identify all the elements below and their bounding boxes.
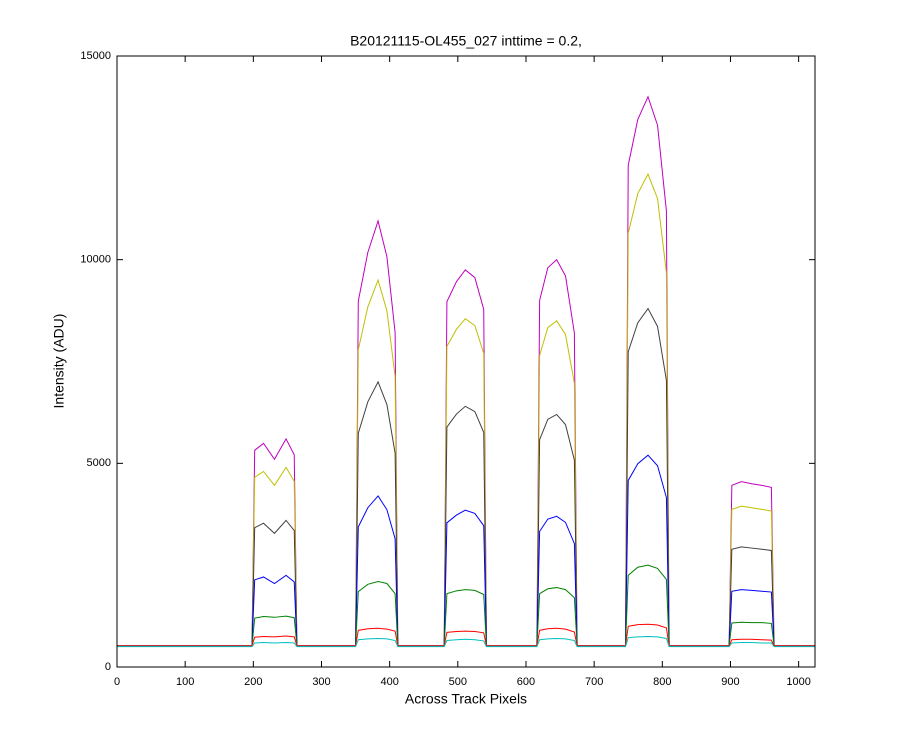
y-tick-label: 15000 — [80, 50, 111, 62]
y-tick-label: 10000 — [80, 254, 111, 266]
x-axis-label: Across Track Pixels — [405, 691, 527, 707]
x-tick-label: 400 — [380, 676, 398, 688]
x-tick-label: 700 — [585, 676, 603, 688]
x-tick-label: 100 — [176, 676, 194, 688]
data-line — [117, 635, 815, 648]
x-tick-label: 800 — [653, 676, 671, 688]
x-tick-label: 200 — [244, 676, 262, 688]
x-tick-label: 900 — [721, 676, 739, 688]
y-tick-label: 0 — [105, 661, 111, 673]
axes-box — [116, 55, 816, 668]
y-tick-label: 5000 — [87, 457, 111, 469]
chart-title: B20121115-OL455_027 inttime = 0.2, — [350, 33, 582, 49]
x-tick-label: 600 — [517, 676, 535, 688]
plot-area — [117, 56, 815, 667]
x-tick-label: 500 — [449, 676, 467, 688]
x-tick-label: 300 — [312, 676, 330, 688]
data-line — [117, 623, 815, 647]
x-tick-label: 1000 — [786, 676, 810, 688]
x-tick-label: 0 — [114, 676, 120, 688]
y-axis-label: Intensity (ADU) — [51, 314, 67, 409]
